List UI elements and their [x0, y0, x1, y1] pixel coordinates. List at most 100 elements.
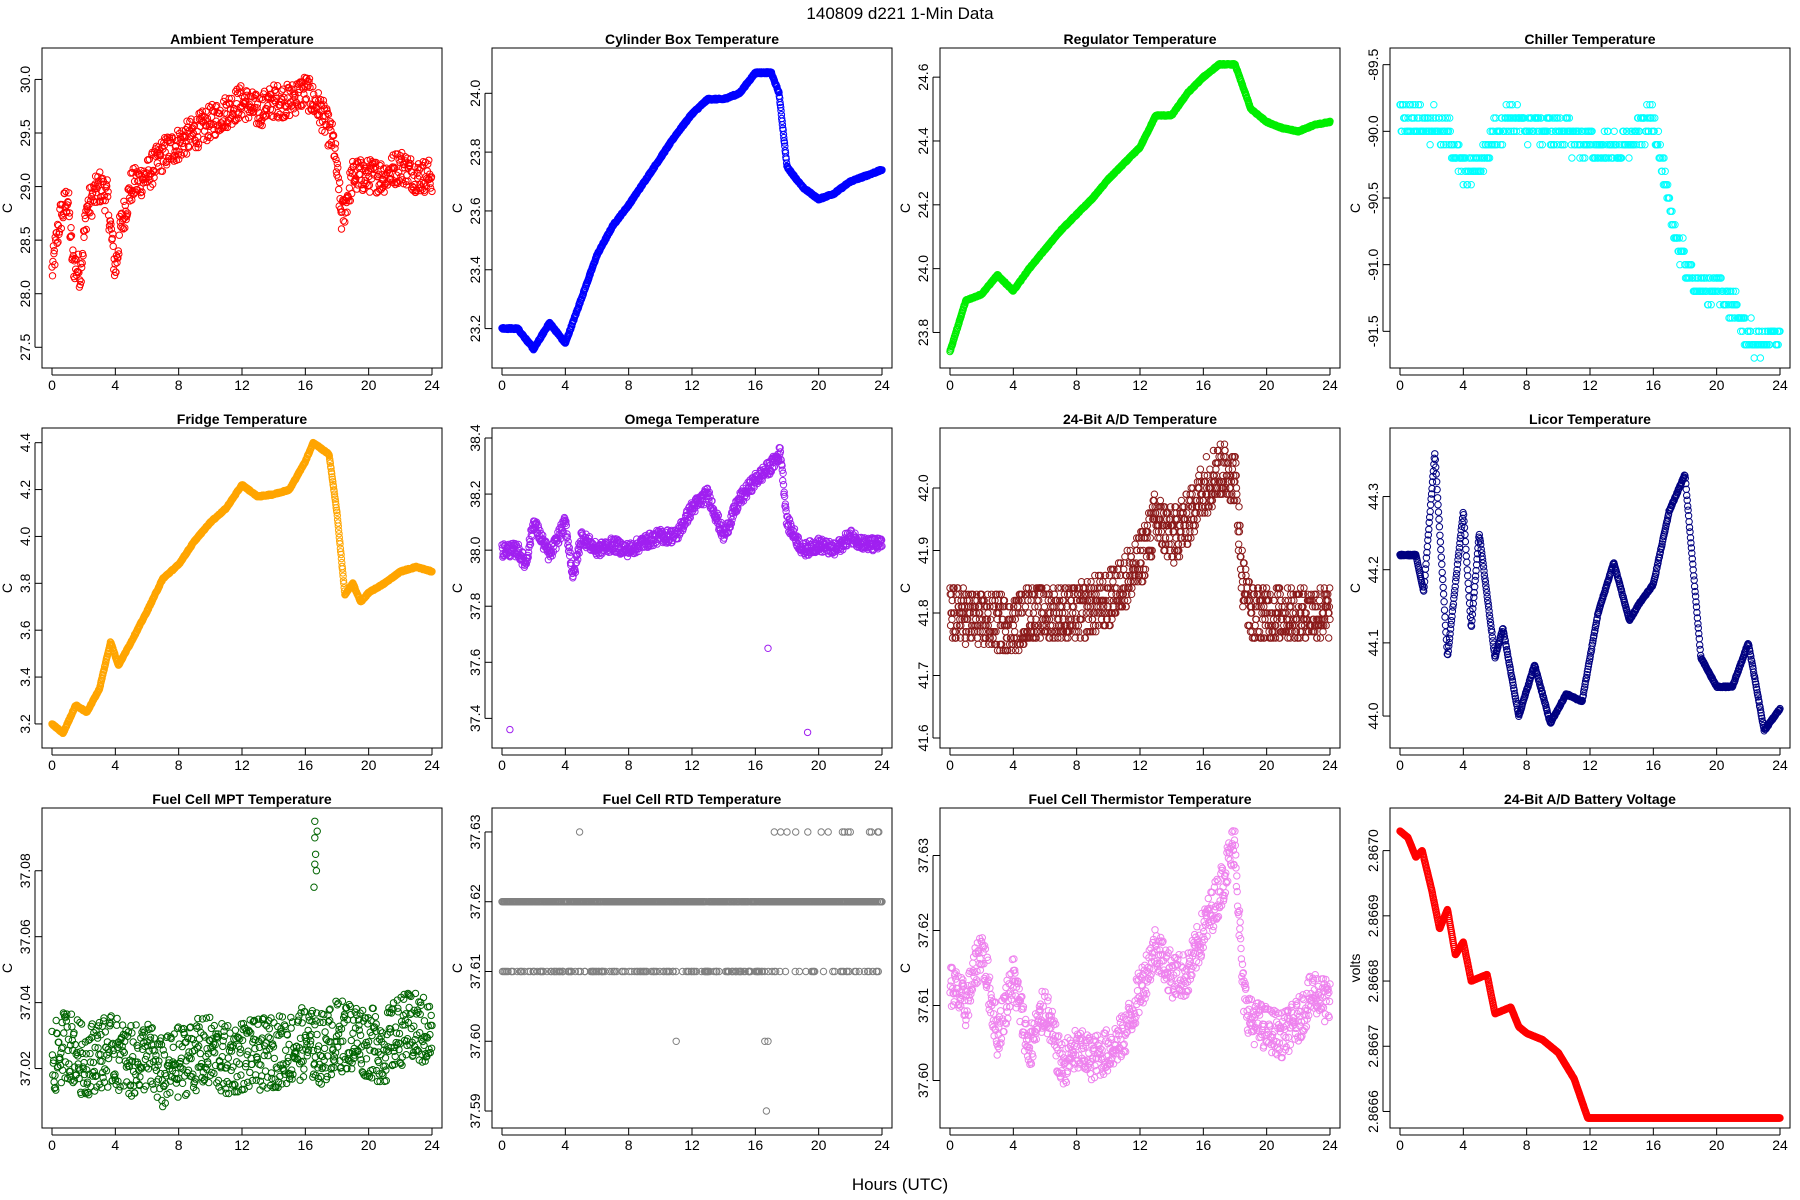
- data-point: [390, 163, 398, 171]
- y-axis-label: C: [1347, 203, 1363, 213]
- data-point: [1756, 354, 1765, 362]
- data-point: [168, 135, 177, 143]
- data-point: [394, 168, 403, 177]
- data-point: [329, 131, 338, 140]
- data-point: [190, 121, 199, 130]
- data-point: [194, 143, 202, 152]
- data-points: [498, 68, 886, 354]
- data-point: [107, 220, 115, 228]
- data-point: [194, 133, 202, 141]
- panel-title: Omega Temperature: [624, 411, 759, 427]
- x-tick-label: 20: [811, 377, 827, 393]
- x-tick-label: 20: [361, 757, 377, 773]
- y-tick-label: 28.5: [17, 226, 33, 253]
- data-point: [158, 167, 167, 176]
- data-point: [414, 164, 422, 172]
- plot-frame: [939, 47, 1341, 369]
- data-point: [1747, 314, 1755, 322]
- x-tick-label: 0: [498, 377, 506, 393]
- data-point: [136, 184, 144, 193]
- data-point: [115, 231, 124, 239]
- data-point: [78, 263, 86, 272]
- data-point: [324, 110, 333, 119]
- data-point: [150, 173, 158, 182]
- data-point: [89, 189, 97, 197]
- x-tick-label: 4: [561, 377, 569, 393]
- data-point: [387, 175, 395, 183]
- data-point: [309, 82, 317, 91]
- y-tick-label: 29.0: [17, 173, 33, 200]
- data-point: [101, 196, 110, 205]
- data-point: [1654, 127, 1663, 136]
- x-tick-label: 8: [625, 377, 633, 393]
- x-tick-label: 12: [1582, 377, 1598, 393]
- data-point: [265, 85, 274, 93]
- data-point: [314, 89, 322, 97]
- data-point: [408, 182, 417, 191]
- data-point: [65, 189, 73, 197]
- data-point: [79, 252, 87, 260]
- data-point: [74, 268, 82, 276]
- data-point: [185, 143, 193, 151]
- y-axis-label: C: [0, 203, 15, 213]
- data-point: [263, 105, 271, 113]
- data-point: [428, 187, 436, 196]
- data-point: [215, 110, 224, 118]
- y-tick-label: 24.6: [915, 63, 931, 90]
- data-point: [119, 215, 127, 223]
- y-tick-label: -89.5: [1365, 49, 1381, 81]
- y-tick-label: 24.2: [915, 191, 931, 218]
- y-tick-label: 3.8: [17, 573, 33, 593]
- y-tick-label: -90.0: [1365, 115, 1381, 147]
- data-point: [114, 254, 122, 262]
- data-points: [48, 73, 436, 291]
- data-point: [280, 93, 288, 102]
- x-tick-label: 20: [1709, 377, 1725, 393]
- data-point: [326, 118, 335, 126]
- figure-title: 140809 d221 1-Min Data: [806, 4, 994, 23]
- data-point: [194, 140, 203, 148]
- data-point: [81, 214, 90, 223]
- data-point: [380, 188, 388, 196]
- data-point: [425, 175, 433, 184]
- x-tick-label: 4: [111, 757, 119, 773]
- data-point: [200, 135, 208, 144]
- data-point: [74, 250, 83, 259]
- data-point: [77, 278, 85, 286]
- data-point: [227, 94, 236, 103]
- data-point: [119, 225, 128, 233]
- data-point: [336, 178, 344, 187]
- y-axis-label: C: [449, 203, 465, 213]
- data-point: [319, 96, 328, 105]
- data-point: [374, 170, 383, 179]
- data-point: [334, 164, 342, 172]
- data-point: [131, 164, 139, 172]
- data-point: [65, 212, 73, 221]
- y-tick-label: 4.4: [17, 433, 33, 453]
- data-point: [280, 113, 289, 121]
- data-point: [272, 94, 281, 102]
- data-point: [406, 159, 414, 168]
- data-point: [1524, 141, 1532, 149]
- y-tick-label: 23.4: [467, 256, 483, 283]
- x-tick-label: 0: [48, 377, 56, 393]
- data-point: [121, 201, 130, 210]
- data-point: [161, 148, 169, 156]
- data-point: [398, 176, 406, 184]
- x-tick-label: 0: [946, 377, 954, 393]
- y-tick-label: -91.5: [1365, 315, 1381, 347]
- data-point: [1426, 141, 1434, 149]
- data-point: [238, 111, 246, 119]
- data-point: [366, 188, 374, 196]
- data-point: [107, 225, 116, 233]
- data-point: [187, 115, 195, 123]
- data-point: [76, 276, 84, 284]
- data-point: [274, 108, 282, 117]
- data-point: [69, 246, 77, 254]
- x-tick-label: 16: [1196, 377, 1212, 393]
- data-point: [50, 249, 58, 258]
- data-point: [1610, 127, 1618, 136]
